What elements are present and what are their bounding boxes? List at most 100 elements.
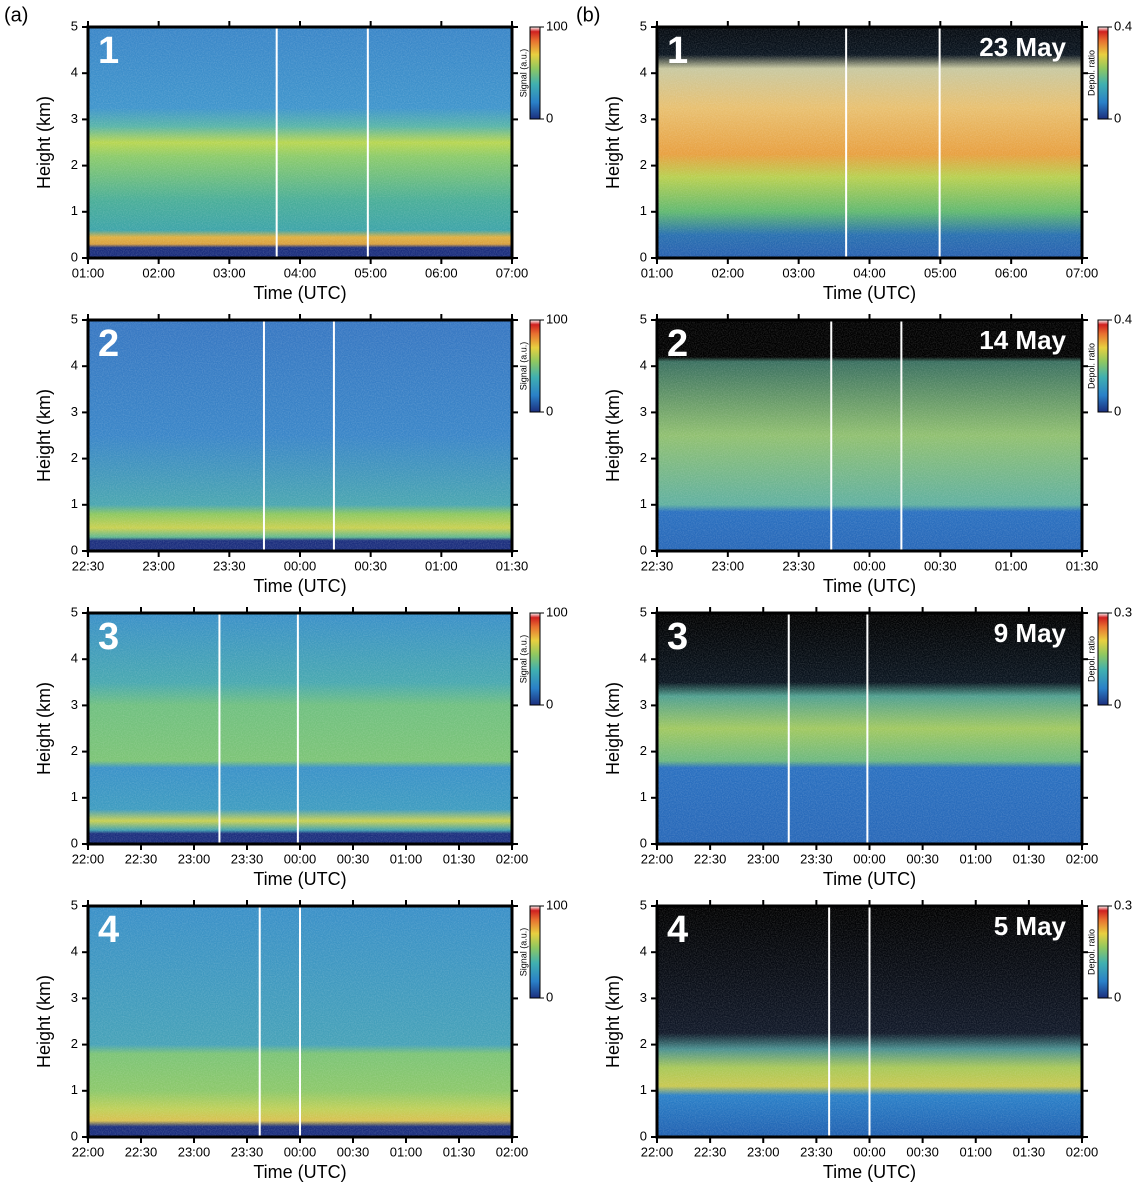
y-tick-label: 2 [71, 743, 78, 758]
x-tick-label: 05:00 [354, 265, 387, 280]
figure-label: (a) [4, 4, 28, 26]
x-tick-label: 03:00 [213, 265, 246, 280]
panel: 0 1 2 3 4 5 22:00 22:30 23:00 23:30 00:00 00:30 01:0… [34, 604, 568, 888]
y-axis-label: Height (km) [603, 975, 623, 1068]
y-axis-label: Height (km) [34, 682, 54, 775]
x-tick-label: 06:00 [995, 265, 1028, 280]
x-tick-label: 06:00 [425, 265, 458, 280]
x-tick-label: 00:30 [354, 558, 387, 573]
y-tick-label: 2 [71, 157, 78, 172]
y-tick-label: 3 [71, 990, 78, 1005]
colorbar-label: Signal (a.u.) [518, 342, 528, 391]
x-tick-label: 01:30 [443, 1144, 476, 1159]
x-tick-label: 23:00 [142, 558, 175, 573]
x-tick-label: 22:00 [641, 851, 674, 866]
x-tick-label: 03:00 [782, 265, 815, 280]
colorbar-tick-label: 0.4 [1114, 18, 1132, 33]
x-tick-label: 01:30 [496, 558, 529, 573]
y-tick-label: 0 [71, 249, 78, 264]
colorbar-label: Depol. ratio [1086, 50, 1096, 96]
y-tick-label: 4 [640, 944, 647, 959]
y-tick-label: 4 [71, 651, 78, 666]
x-tick-label: 23:00 [178, 1144, 211, 1159]
colorbar-tick-label: 0 [1114, 403, 1121, 418]
figure-label: (b) [576, 4, 600, 26]
x-tick-label: 04:00 [284, 265, 317, 280]
panel-number: 2 [98, 323, 119, 365]
x-tick-label: 04:00 [853, 265, 886, 280]
x-tick-label: 07:00 [1066, 265, 1099, 280]
x-axis-label: Time (UTC) [253, 869, 346, 889]
x-axis-label: Time (UTC) [253, 576, 346, 596]
panel-number: 1 [667, 30, 688, 72]
x-axis-label: Time (UTC) [823, 1162, 916, 1182]
y-tick-label: 2 [71, 1036, 78, 1051]
colorbar-tick-label: 0 [1114, 696, 1121, 711]
heatmap-texture [657, 613, 1082, 844]
x-axis-label: Time (UTC) [823, 283, 916, 303]
x-tick-label: 00:30 [906, 851, 939, 866]
y-tick-label: 2 [640, 157, 647, 172]
y-tick-label: 3 [71, 111, 78, 126]
x-tick-label: 02:00 [496, 1144, 529, 1159]
y-axis-label: Height (km) [603, 389, 623, 482]
x-tick-label: 23:00 [178, 851, 211, 866]
panel: 0 1 2 3 4 5 22:00 22:30 23:00 23:30 00:00 00:30 01:0… [34, 897, 568, 1181]
x-tick-label: 01:00 [425, 558, 458, 573]
x-tick-label: 01:00 [390, 1144, 423, 1159]
y-tick-label: 0 [71, 542, 78, 557]
x-tick-label: 23:30 [231, 1144, 264, 1159]
colorbar-tick-label: 0.3 [1114, 604, 1132, 619]
heatmap-texture [657, 27, 1082, 258]
x-tick-label: 00:00 [284, 1144, 317, 1159]
panel-number: 3 [667, 616, 688, 658]
x-tick-label: 23:30 [782, 558, 815, 573]
y-axis-label: Height (km) [34, 975, 54, 1068]
colorbar-label: Depol. ratio [1086, 636, 1096, 682]
y-tick-label: 0 [640, 249, 647, 264]
colorbar-tick-label: 0 [546, 989, 553, 1004]
x-tick-label: 01:00 [959, 851, 992, 866]
x-tick-label: 02:00 [1066, 851, 1099, 866]
y-tick-label: 5 [71, 311, 78, 326]
y-tick-label: 4 [71, 944, 78, 959]
heatmap-texture [657, 320, 1082, 551]
colorbar-tick-label: 100 [546, 897, 568, 912]
x-tick-label: 00:30 [337, 851, 370, 866]
y-tick-label: 0 [640, 542, 647, 557]
x-tick-label: 01:30 [1013, 1144, 1046, 1159]
x-tick-label: 00:00 [853, 851, 886, 866]
x-tick-label: 01:00 [72, 265, 105, 280]
y-axis-label: Height (km) [603, 682, 623, 775]
y-tick-label: 1 [71, 1082, 78, 1097]
y-tick-label: 5 [640, 311, 647, 326]
x-tick-label: 22:00 [72, 1144, 105, 1159]
x-tick-label: 07:00 [496, 265, 529, 280]
y-tick-label: 2 [71, 450, 78, 465]
y-tick-label: 1 [640, 203, 647, 218]
y-axis-label: Height (km) [34, 389, 54, 482]
colorbar-label: Depol. ratio [1086, 929, 1096, 975]
heatmap-texture [88, 320, 512, 551]
y-tick-label: 4 [640, 358, 647, 373]
x-tick-label: 01:00 [390, 851, 423, 866]
date-label: 23 May [979, 32, 1066, 62]
x-tick-label: 22:30 [694, 1144, 727, 1159]
x-tick-label: 02:00 [1066, 1144, 1099, 1159]
y-axis-label: Height (km) [603, 96, 623, 189]
colorbar [529, 26, 541, 120]
colorbar [529, 612, 541, 706]
heatmap-texture [88, 613, 512, 844]
x-tick-label: 22:00 [641, 1144, 674, 1159]
colorbar-tick-label: 0 [546, 696, 553, 711]
heatmap-texture [88, 27, 512, 258]
y-tick-label: 3 [640, 990, 647, 1005]
x-tick-label: 02:00 [142, 265, 175, 280]
x-tick-label: 23:30 [800, 1144, 833, 1159]
x-tick-label: 22:30 [125, 851, 158, 866]
x-axis-label: Time (UTC) [253, 283, 346, 303]
colorbar-tick-label: 100 [546, 311, 568, 326]
x-tick-label: 00:00 [853, 1144, 886, 1159]
panel: 0 1 2 3 4 5 22:30 23:00 23:30 00:00 00:30 01:00 01:3… [34, 311, 568, 595]
y-tick-label: 3 [640, 111, 647, 126]
